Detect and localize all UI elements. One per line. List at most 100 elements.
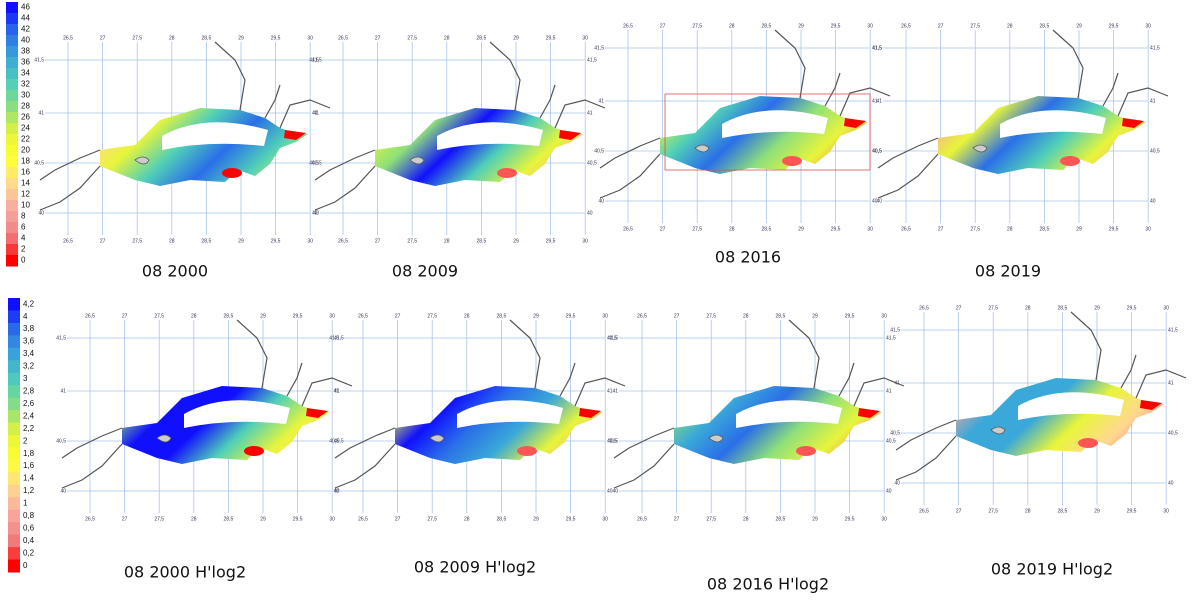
- lon-tick: 29: [533, 313, 539, 319]
- legend-label: 1,6: [23, 461, 35, 470]
- lat-tick: 40,5: [56, 438, 66, 444]
- strait-tip: [284, 130, 306, 140]
- lon-tick: 28: [191, 313, 197, 319]
- lon-tick: 28: [1025, 508, 1031, 514]
- legend-label: 3,6: [23, 337, 35, 346]
- lon-tick: 30: [329, 313, 335, 319]
- legend-swatch: [6, 211, 18, 223]
- legend-label: 46: [21, 3, 30, 12]
- strait-tip: [306, 408, 328, 418]
- legend-swatch: [8, 547, 20, 560]
- lon-tick: 26,5: [919, 508, 929, 514]
- legend-swatch: [6, 233, 18, 245]
- lon-tick: 29,5: [546, 238, 556, 244]
- lon-tick: 28: [169, 238, 175, 244]
- hotspot: [244, 446, 264, 456]
- legend-swatch: [8, 497, 20, 510]
- sea-surface: [375, 108, 583, 186]
- map-panel: 26,526,5272727,527,5282828,528,5292929,5…: [872, 23, 1168, 232]
- legend-swatch: [6, 112, 18, 124]
- lon-tick: 28: [1007, 23, 1013, 29]
- lat-tick: 41,5: [1168, 327, 1178, 333]
- lon-tick: 26,5: [85, 313, 95, 319]
- lat-tick: 40: [612, 488, 618, 494]
- lon-tick: 27: [100, 238, 106, 244]
- legend-label: 4,2: [23, 299, 35, 308]
- hotspot: [497, 168, 517, 178]
- lon-tick: 28: [729, 23, 735, 29]
- lon-tick: 26,5: [623, 23, 633, 29]
- sea-surface: [395, 386, 603, 464]
- legend-label: 1,8: [23, 449, 35, 458]
- lon-tick: 28: [1025, 305, 1031, 311]
- lon-tick: 26,5: [358, 516, 368, 522]
- lon-tick: 29: [1094, 508, 1100, 514]
- legend-swatch: [6, 145, 18, 157]
- legend-label: 36: [21, 58, 30, 67]
- lat-tick: 40,5: [886, 438, 896, 444]
- legend-label: 28: [21, 102, 30, 111]
- legend-swatch: [6, 178, 18, 190]
- lon-tick: 27,5: [427, 516, 437, 522]
- lon-tick: 28: [464, 313, 470, 319]
- lon-tick: 29,5: [293, 313, 303, 319]
- lon-tick: 27,5: [692, 226, 702, 232]
- lon-tick: 29: [260, 313, 266, 319]
- lon-tick: 30: [329, 516, 335, 522]
- lat-tick: 40: [876, 198, 882, 204]
- lon-tick: 30: [1163, 508, 1169, 514]
- legend-label: 34: [21, 69, 30, 78]
- lon-tick: 28,5: [224, 313, 234, 319]
- lon-tick: 27,5: [706, 313, 716, 319]
- lon-tick: 30: [307, 238, 313, 244]
- figure: 4644424038363432302826242220181614121086…: [0, 0, 1199, 602]
- legend-swatch: [6, 13, 18, 25]
- lon-tick: 27,5: [407, 238, 417, 244]
- legend-swatch: [6, 101, 18, 113]
- legend-label: 3,8: [23, 324, 35, 333]
- lat-tick: 41: [1168, 380, 1174, 386]
- lon-tick: 28,5: [1058, 305, 1068, 311]
- lat-tick: 40,5: [1168, 430, 1178, 436]
- lat-tick: 40: [886, 488, 892, 494]
- legend-label: 24: [21, 124, 30, 133]
- panel-caption: 08 2016 H'log2: [707, 575, 829, 594]
- legend-swatch: [6, 35, 18, 47]
- panel-caption: 08 2000 H'log2: [124, 563, 246, 582]
- lon-tick: 28,5: [477, 238, 487, 244]
- lon-tick: 30: [881, 313, 887, 319]
- lon-tick: 29,5: [546, 35, 556, 41]
- lat-tick: 41: [894, 380, 900, 386]
- lon-tick: 28,5: [497, 313, 507, 319]
- lon-tick: 29: [513, 238, 519, 244]
- legend-swatch: [6, 167, 18, 179]
- legend-label: 12: [21, 190, 30, 199]
- lat-tick: 40: [313, 210, 319, 216]
- lon-tick: 29,5: [831, 226, 841, 232]
- legend-swatch: [8, 485, 20, 498]
- lon-tick: 28: [743, 516, 749, 522]
- legend-swatch: [8, 535, 20, 548]
- legend-label: 8: [21, 212, 26, 221]
- strait-tip: [858, 408, 880, 418]
- legend-label: 6: [21, 223, 26, 232]
- lon-tick: 29: [1076, 226, 1082, 232]
- legend-swatch: [6, 189, 18, 201]
- lon-tick: 29,5: [1127, 508, 1137, 514]
- legend-label: 42: [21, 25, 30, 34]
- lon-tick: 27,5: [692, 23, 702, 29]
- lon-tick: 27,5: [970, 23, 980, 29]
- lon-tick: 27: [660, 23, 666, 29]
- lat-tick: 41: [313, 110, 319, 116]
- legend-swatch: [6, 46, 18, 58]
- strait-tip: [1140, 400, 1162, 410]
- hotspot: [517, 446, 537, 456]
- legend-swatch: [6, 200, 18, 212]
- sea-surface: [674, 386, 882, 464]
- legend-label: 0,2: [23, 548, 35, 557]
- legend-label: 2,6: [23, 399, 35, 408]
- lon-tick: 28,5: [1040, 23, 1050, 29]
- legend-label: 1,4: [23, 474, 35, 483]
- panel-caption: 08 2019: [975, 262, 1041, 281]
- lat-tick: 40,5: [594, 148, 604, 154]
